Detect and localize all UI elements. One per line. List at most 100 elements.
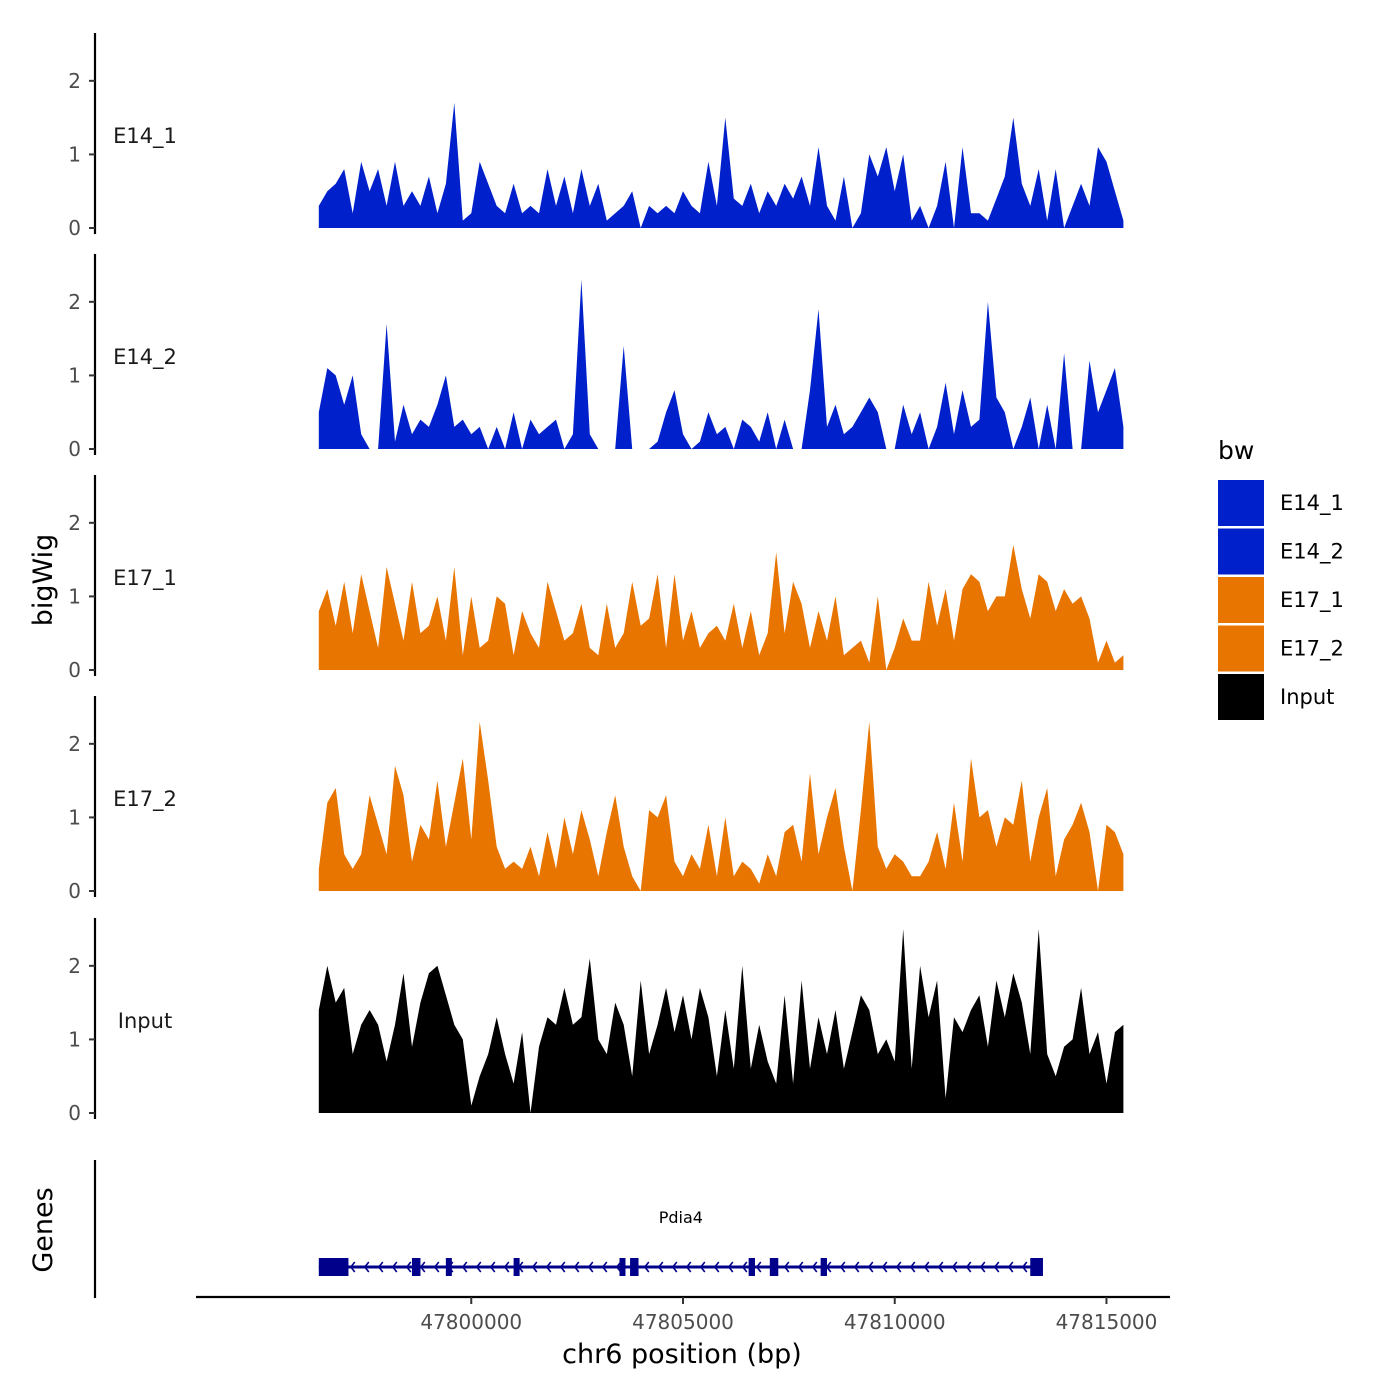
y-tick-label: 0 — [68, 879, 81, 903]
strand-arrow — [1007, 1261, 1014, 1273]
strand-arrow — [349, 1261, 356, 1273]
track-label: E14_1 — [113, 124, 177, 149]
strand-arrow — [685, 1261, 692, 1273]
legend-swatch — [1218, 528, 1264, 575]
strand-arrow — [433, 1261, 440, 1273]
strand-arrow — [923, 1261, 930, 1273]
legend-item-e17-2: E17_2 — [1218, 625, 1344, 672]
strand-arrow — [363, 1261, 370, 1273]
track-label: Input — [118, 1009, 172, 1033]
x-tick-label: 47810000 — [844, 1310, 946, 1334]
strand-arrow — [797, 1261, 804, 1273]
signal-area-e17-2 — [318, 721, 1124, 891]
y-tick-label: 0 — [68, 1101, 81, 1125]
y-tick-label: 0 — [68, 216, 81, 240]
y-tick-label: 2 — [68, 511, 81, 535]
legend-label: Input — [1280, 685, 1334, 709]
legend-swatch — [1218, 625, 1264, 672]
genes-panel: Pdia4 — [93, 1160, 1043, 1298]
strand-arrow — [419, 1261, 426, 1273]
strand-arrow — [559, 1261, 566, 1273]
y-tick-label: 1 — [68, 1027, 81, 1051]
strand-arrow — [587, 1261, 594, 1273]
x-axis: 47800000 47805000 47810000 47815000 — [196, 1295, 1170, 1334]
gene-exon — [630, 1258, 639, 1276]
y-tick-label: 0 — [68, 437, 81, 461]
strand-arrow — [811, 1261, 818, 1273]
legend-title: bw — [1218, 436, 1254, 465]
strand-arrow — [783, 1261, 790, 1273]
gene-exon — [769, 1258, 779, 1276]
y-tick-label: 0 — [68, 658, 81, 682]
track-e17-2: 0 1 2 E17_2 — [68, 696, 1124, 903]
strand-arrow — [895, 1261, 902, 1273]
y-tick-label: 1 — [68, 584, 81, 608]
strand-arrow — [853, 1261, 860, 1273]
legend-label: E14_1 — [1280, 491, 1344, 516]
signal-area-e17-1 — [318, 544, 1124, 670]
y-tick-label: 2 — [68, 732, 81, 756]
strand-arrow — [1021, 1261, 1028, 1273]
legend-swatch — [1218, 480, 1264, 526]
x-tick-label: 47800000 — [420, 1310, 522, 1334]
strand-arrow — [405, 1261, 412, 1273]
track-panels: 0 1 2 E14_1 0 1 2 E14_2 0 1 2 E17_1 0 1 2 E17_2 0 1 2 Input — [68, 33, 1124, 1125]
track-input: 0 1 2 Input — [68, 918, 1124, 1125]
track-e14-2: 0 1 2 E14_2 — [68, 254, 1124, 461]
track-label: E17_1 — [113, 566, 177, 591]
gene-exon — [1030, 1258, 1043, 1276]
y-tick-label: 1 — [68, 363, 81, 387]
strand-arrow — [839, 1261, 846, 1273]
strand-arrow — [727, 1261, 734, 1273]
signal-area-e14-2 — [318, 279, 1124, 449]
legend-label: E17_2 — [1280, 637, 1344, 662]
gene-exon — [619, 1258, 626, 1276]
gene-exon — [318, 1258, 349, 1276]
strand-arrow — [993, 1261, 1000, 1273]
gene-pdia4: Pdia4 — [318, 1208, 1043, 1276]
strand-arrow — [545, 1261, 552, 1273]
signal-area-input — [318, 929, 1124, 1113]
x-tick-label: 47805000 — [632, 1310, 734, 1334]
strand-arrow — [699, 1261, 706, 1273]
strand-arrow — [937, 1261, 944, 1273]
legend-item-input: Input — [1218, 674, 1334, 720]
x-tick-label: 47815000 — [1056, 1310, 1158, 1334]
genes-axis-title: Genes — [28, 1187, 59, 1272]
signal-area-e14-1 — [318, 102, 1124, 228]
legend-label: E14_2 — [1280, 540, 1344, 565]
gene-exon — [445, 1258, 452, 1276]
y-tick-label: 2 — [68, 290, 81, 314]
strand-arrow — [741, 1261, 748, 1273]
strand-arrow — [503, 1261, 510, 1273]
strand-arrow — [531, 1261, 538, 1273]
gene-exon — [748, 1258, 755, 1276]
strand-arrow — [909, 1261, 916, 1273]
strand-arrow — [755, 1261, 762, 1273]
y-tick-label: 1 — [68, 142, 81, 166]
strand-arrow — [713, 1261, 720, 1273]
y-tick-label: 2 — [68, 954, 81, 978]
track-label: E14_2 — [113, 345, 177, 370]
strand-arrow — [881, 1261, 888, 1273]
strand-arrow — [979, 1261, 986, 1273]
strand-arrow — [391, 1261, 398, 1273]
track-e17-1: 0 1 2 E17_1 — [68, 475, 1124, 682]
y-tick-label: 2 — [68, 69, 81, 93]
strand-arrow — [867, 1261, 874, 1273]
strand-arrow — [643, 1261, 650, 1273]
y-axis-title: bigWig — [28, 534, 59, 627]
strand-arrow — [461, 1261, 468, 1273]
legend-item-e14-2: E14_2 — [1218, 528, 1344, 575]
strand-arrow — [489, 1261, 496, 1273]
track-label: E17_2 — [113, 787, 177, 812]
strand-arrow — [573, 1261, 580, 1273]
strand-arrow — [377, 1261, 384, 1273]
strand-arrow — [615, 1261, 622, 1273]
gene-exon — [820, 1258, 827, 1276]
track-e14-1: 0 1 2 E14_1 — [68, 33, 1124, 240]
strand-arrow — [657, 1261, 664, 1273]
legend-swatch — [1218, 577, 1264, 623]
x-axis-title: chr6 position (bp) — [562, 1339, 802, 1370]
